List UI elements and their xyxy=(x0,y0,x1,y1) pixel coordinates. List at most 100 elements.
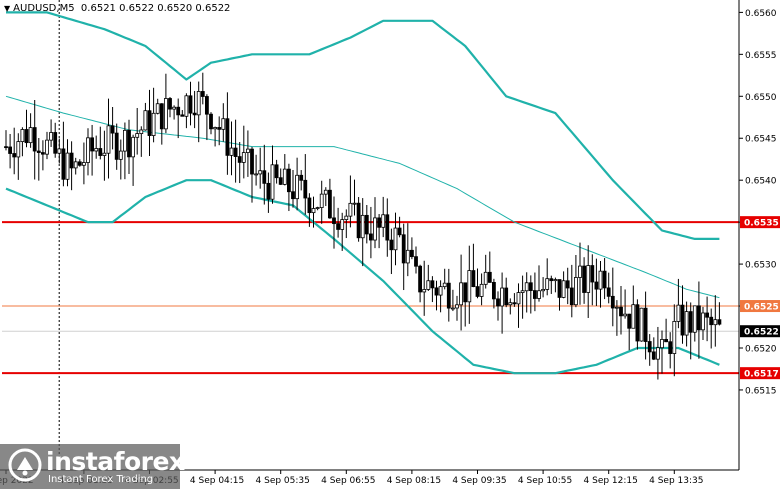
candle-body xyxy=(401,234,406,264)
candle-body xyxy=(327,189,332,219)
candle-body xyxy=(541,288,545,292)
candle-body xyxy=(578,265,582,278)
candle-body xyxy=(291,191,295,200)
candle-body xyxy=(53,132,58,154)
candle-body xyxy=(258,170,263,175)
candle-body xyxy=(323,189,328,195)
time-tick-label: 4 Sep 06:55 xyxy=(321,476,375,486)
candle-body xyxy=(606,287,611,297)
candle-body xyxy=(709,316,714,326)
candle-body xyxy=(295,174,300,200)
candle-body xyxy=(114,132,119,160)
current-price-tag xyxy=(740,325,780,338)
candle-body xyxy=(196,91,201,116)
candle-body xyxy=(213,127,218,130)
candle-body xyxy=(69,152,74,169)
time-tick-label: 4 Sep 04:15 xyxy=(190,476,244,486)
candle-body xyxy=(373,217,377,241)
candle-body xyxy=(344,215,349,221)
candle-body xyxy=(565,280,570,289)
candle-body xyxy=(504,287,509,306)
candle-body xyxy=(647,341,652,353)
candle-body xyxy=(237,156,242,163)
candle-body xyxy=(286,168,291,193)
candle-body xyxy=(311,208,316,214)
candle-body xyxy=(319,193,324,208)
symbol-label: AUDUSD,M5 xyxy=(13,3,75,14)
candle-body xyxy=(151,112,156,136)
candle-body xyxy=(635,304,640,342)
candle-body xyxy=(545,278,550,290)
candle-body xyxy=(45,139,49,155)
candle-body xyxy=(200,91,205,97)
candle-body xyxy=(188,95,193,114)
candle-body xyxy=(594,281,599,290)
candle-body xyxy=(274,164,279,179)
logo-tagline: Instant Forex Trading xyxy=(48,474,154,485)
candle-body xyxy=(299,174,304,181)
candle-body xyxy=(602,270,607,289)
candle-body xyxy=(209,113,213,130)
candle-body xyxy=(16,141,21,158)
candle-body xyxy=(639,307,644,342)
candle-body xyxy=(450,307,455,310)
candle-body xyxy=(656,347,660,360)
instaforex-logo-icon xyxy=(8,448,42,482)
candle-body xyxy=(266,182,271,200)
price-tick-label: 0.6560 xyxy=(745,9,777,19)
candle-body xyxy=(90,137,94,152)
candle-body xyxy=(397,227,402,236)
candle-body xyxy=(139,129,144,134)
candle-body xyxy=(569,287,574,306)
candle-body xyxy=(631,304,636,329)
candle-body xyxy=(356,202,361,239)
candle-body xyxy=(405,249,410,264)
candle-body xyxy=(516,292,521,305)
candle-body xyxy=(590,265,595,283)
candle-body xyxy=(278,177,283,185)
candle-body xyxy=(610,295,615,309)
candle-body xyxy=(467,270,472,303)
candle-body xyxy=(176,106,181,116)
candle-body xyxy=(229,147,234,156)
candle-body xyxy=(217,127,222,130)
candle-body xyxy=(221,118,226,130)
dropdown-triangle-icon[interactable]: ▼ xyxy=(4,4,11,13)
candle-body xyxy=(684,311,689,336)
candle-body xyxy=(368,233,373,241)
candle-body xyxy=(98,148,103,156)
candle-body xyxy=(155,103,160,114)
candle-body xyxy=(250,148,254,175)
candle-body xyxy=(270,164,275,200)
time-tick-label: 4 Sep 09:35 xyxy=(452,476,506,486)
candle-body xyxy=(110,125,115,134)
candle-body xyxy=(143,110,148,131)
time-tick-label: 4 Sep 12:15 xyxy=(584,476,638,486)
candle-body xyxy=(389,239,394,251)
candle-body xyxy=(225,118,230,156)
candle-body xyxy=(713,319,718,326)
candle-body xyxy=(135,133,140,138)
candle-body xyxy=(672,321,677,354)
candle-body xyxy=(41,152,45,155)
candle-body xyxy=(12,153,17,158)
candle-body xyxy=(483,271,488,285)
candle-body xyxy=(77,161,82,166)
price-level-tag xyxy=(740,216,780,229)
candle-body xyxy=(24,129,29,144)
price-level-tag xyxy=(740,367,780,380)
candle-body xyxy=(651,351,656,360)
candle-body xyxy=(426,280,431,290)
candle-body xyxy=(446,282,451,309)
candle-body xyxy=(106,125,111,154)
candle-body xyxy=(664,339,668,343)
candle-body xyxy=(192,112,197,116)
candle-body xyxy=(471,270,476,288)
candle-body xyxy=(697,305,701,331)
candle-body xyxy=(615,306,619,309)
candle-body xyxy=(475,286,480,297)
logo-brand: instaforex xyxy=(46,447,185,476)
candle-body xyxy=(4,146,8,149)
